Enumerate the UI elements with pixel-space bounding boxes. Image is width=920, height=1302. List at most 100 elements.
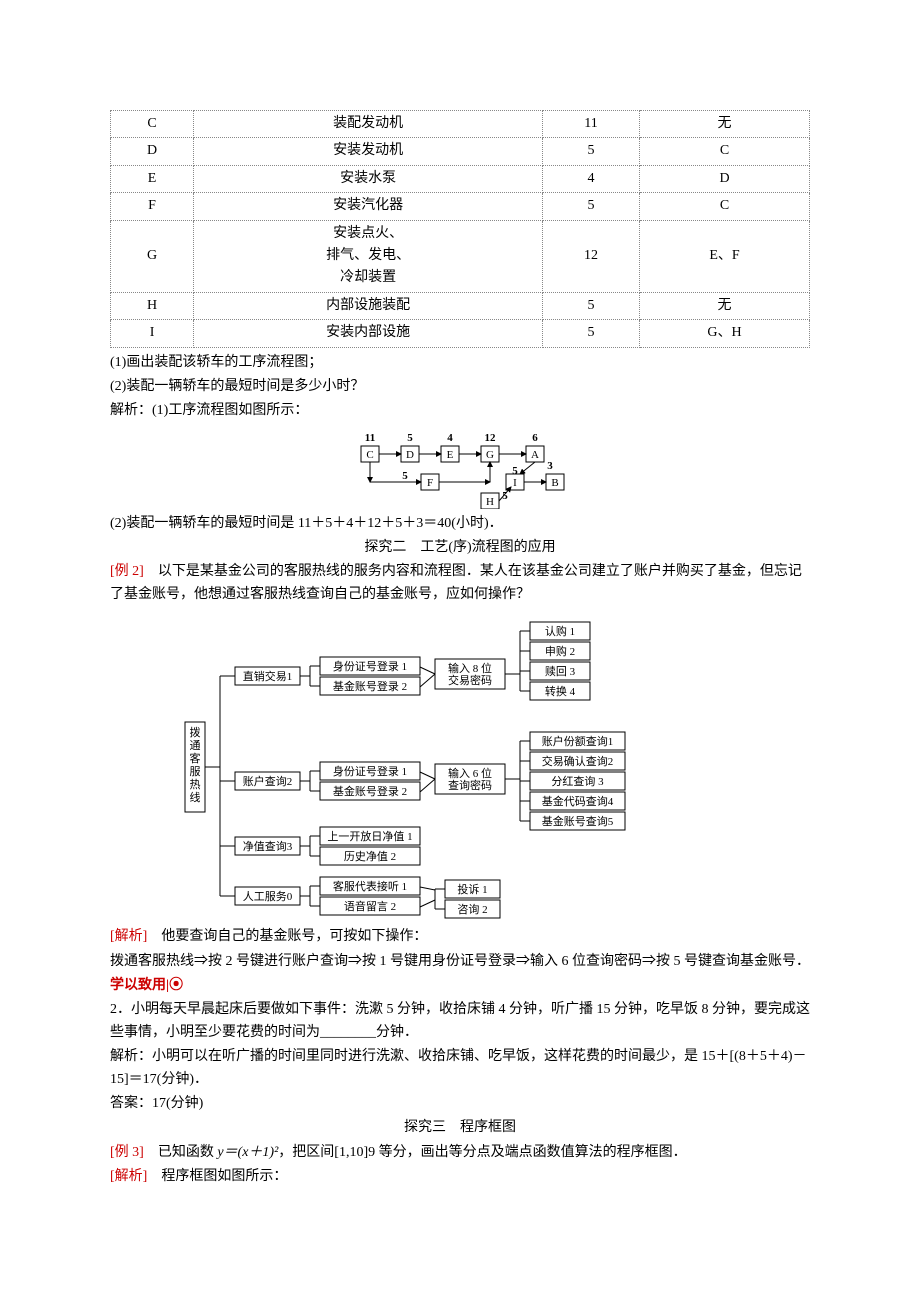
table-cell: E [111, 165, 194, 192]
svg-text:通: 通 [190, 739, 201, 752]
example-2: [例 2] 以下是某基金公司的客服热线的服务内容和流程图．某人在该基金公司建立了… [110, 561, 810, 606]
table-cell: 安装内部设施 [194, 320, 543, 347]
practice-2-ans-label: 答案： [110, 1096, 152, 1111]
svg-text:A: A [531, 449, 539, 461]
svg-text:线: 线 [190, 790, 201, 804]
section-2-title: 探究二 工艺(序)流程图的应用 [110, 537, 810, 559]
table-cell: 内部设施装配 [194, 292, 543, 319]
table-cell: D [111, 138, 194, 165]
analysis-2: [解析] 他要查询自己的基金账号，可按如下操作： [110, 926, 810, 948]
example-3: [例 3] 已知函数 y＝(x＋1)²，把区间[1,10]9 等分，画出等分点及… [110, 1142, 810, 1164]
svg-text:基金代码查询4: 基金代码查询4 [542, 794, 614, 808]
table-cell: 安装水泵 [194, 165, 543, 192]
table-cell: C [640, 138, 810, 165]
service-tree: 拨通客服热线直销交易1账户查询2净值查询3人工服务0身份证号登录 1基金账号登录… [180, 612, 740, 922]
table-cell: C [640, 193, 810, 220]
svg-text:投诉 1: 投诉 1 [457, 882, 487, 896]
analysis-3-text: 程序框图如图所示： [161, 1169, 287, 1184]
table-cell: D [640, 165, 810, 192]
table-cell: 装配发动机 [194, 111, 543, 138]
svg-text:6: 6 [532, 432, 538, 444]
svg-text:3: 3 [547, 460, 553, 472]
practice-heading: 学以致用|⦿ [110, 975, 810, 997]
question-2: (2)装配一辆轿车的最短时间是多少小时？ [110, 376, 810, 398]
svg-text:语音留言 2: 语音留言 2 [344, 899, 396, 913]
table-cell: 无 [640, 292, 810, 319]
svg-text:净值查询3: 净值查询3 [243, 839, 293, 853]
svg-text:11: 11 [365, 432, 375, 444]
table-cell: 无 [640, 111, 810, 138]
svg-text:申购 2: 申购 2 [545, 644, 575, 658]
practice-2-blank: ________ [320, 1025, 376, 1040]
example-2-label: [例 2] [110, 564, 158, 579]
svg-text:交易确认查询2: 交易确认查询2 [542, 754, 614, 768]
section-3-title: 探究三 程序框图 [110, 1117, 810, 1139]
example-2-text: 以下是某基金公司的客服热线的服务内容和流程图．某人在该基金公司建立了账户并购买了… [110, 564, 802, 601]
table-cell: 4 [543, 165, 640, 192]
svg-text:C: C [366, 449, 373, 461]
example-3-text2: ，把区间[1,10]9 等分，画出等分点及端点函数值算法的程序框图． [278, 1145, 686, 1160]
analysis-2-label: [解析] [110, 929, 161, 944]
example-3-formula: y＝(x＋1)² [217, 1145, 278, 1160]
flowchart-1: 1154126CDEGAF5IB53H5 [340, 429, 580, 509]
practice-icon: ⦿ [169, 978, 183, 993]
example-3-label: [例 3] [110, 1145, 158, 1160]
svg-text:赎回 3: 赎回 3 [545, 664, 576, 678]
svg-text:5: 5 [402, 470, 408, 482]
table-cell: 5 [543, 320, 640, 347]
analysis-3: [解析] 程序框图如图所示： [110, 1166, 810, 1188]
practice-2-sol: 小明可以在听广播的时间里同时进行洗漱、收拾床铺、吃早饭，这样花费的时间最少，是 … [110, 1049, 806, 1086]
svg-text:上一开放日净值 1: 上一开放日净值 1 [327, 829, 412, 843]
svg-text:历史净值 2: 历史净值 2 [344, 849, 396, 863]
solution-2: (2)装配一辆轿车的最短时间是 11＋5＋4＋12＋5＋3＝40(小时)． [110, 513, 810, 535]
practice-2-sol-label: 解析： [110, 1049, 152, 1064]
practice-2-text2: 分钟． [376, 1025, 418, 1040]
practice-2-ans: 17(分钟) [152, 1096, 203, 1111]
svg-text:F: F [427, 477, 433, 489]
table-cell: 安装汽化器 [194, 193, 543, 220]
table-cell: 5 [543, 292, 640, 319]
svg-text:12: 12 [485, 432, 497, 444]
table-cell: 12 [543, 220, 640, 292]
svg-text:账户份额查询1: 账户份额查询1 [542, 734, 614, 748]
table-cell: H [111, 292, 194, 319]
svg-text:转换 4: 转换 4 [545, 684, 576, 698]
svg-text:服: 服 [190, 765, 201, 778]
svg-text:认购 1: 认购 1 [545, 624, 575, 638]
task-table: C装配发动机11无D安装发动机5CE安装水泵4DF安装汽化器5CG安装点火、排气… [110, 110, 810, 348]
table-cell: C [111, 111, 194, 138]
svg-text:直销交易1: 直销交易1 [243, 669, 293, 683]
svg-text:咨询 2: 咨询 2 [457, 902, 487, 916]
svg-text:基金账号登录 2: 基金账号登录 2 [333, 679, 407, 693]
svg-text:G: G [486, 449, 494, 461]
analysis-2-line2: 拨通客服热线⇒按 2 号键进行账户查询⇒按 1 号键用身份证号登录⇒输入 6 位… [110, 951, 810, 973]
svg-text:查询密码: 查询密码 [448, 778, 492, 792]
analysis-3-label: [解析] [110, 1169, 161, 1184]
svg-text:E: E [447, 449, 454, 461]
svg-text:B: B [551, 477, 558, 489]
analysis-2-line1: 他要查询自己的基金账号，可按如下操作： [161, 929, 427, 944]
svg-text:客: 客 [190, 751, 201, 765]
table-cell: G [111, 220, 194, 292]
svg-text:账户查询2: 账户查询2 [243, 774, 293, 788]
svg-text:4: 4 [447, 432, 453, 444]
solution-1-text: (1)工序流程图如图所示： [152, 403, 308, 418]
practice-2: 2．小明每天早晨起床后要做如下事件：洗漱 5 分钟，收拾床铺 4 分钟，听广播 … [110, 999, 810, 1044]
question-1: (1)画出装配该轿车的工序流程图； [110, 352, 810, 374]
svg-text:I: I [513, 477, 517, 489]
table-cell: I [111, 320, 194, 347]
table-cell: G、H [640, 320, 810, 347]
table-cell: F [111, 193, 194, 220]
table-cell: 安装发动机 [194, 138, 543, 165]
table-cell: E、F [640, 220, 810, 292]
svg-text:热: 热 [190, 778, 201, 791]
table-cell: 安装点火、排气、发电、冷却装置 [194, 220, 543, 292]
table-cell: 5 [543, 193, 640, 220]
svg-text:拨: 拨 [190, 725, 201, 739]
practice-2-text1: 小明每天早晨起床后要做如下事件：洗漱 5 分钟，收拾床铺 4 分钟，听广播 15… [110, 1002, 810, 1039]
svg-text:交易密码: 交易密码 [448, 673, 492, 687]
solution-1: 解析：(1)工序流程图如图所示： [110, 400, 810, 422]
practice-2-solution: 解析：小明可以在听广播的时间里同时进行洗漱、收拾床铺、吃早饭，这样花费的时间最少… [110, 1046, 810, 1091]
svg-text:输入 6 位: 输入 6 位 [448, 766, 492, 780]
svg-text:H: H [486, 496, 494, 508]
